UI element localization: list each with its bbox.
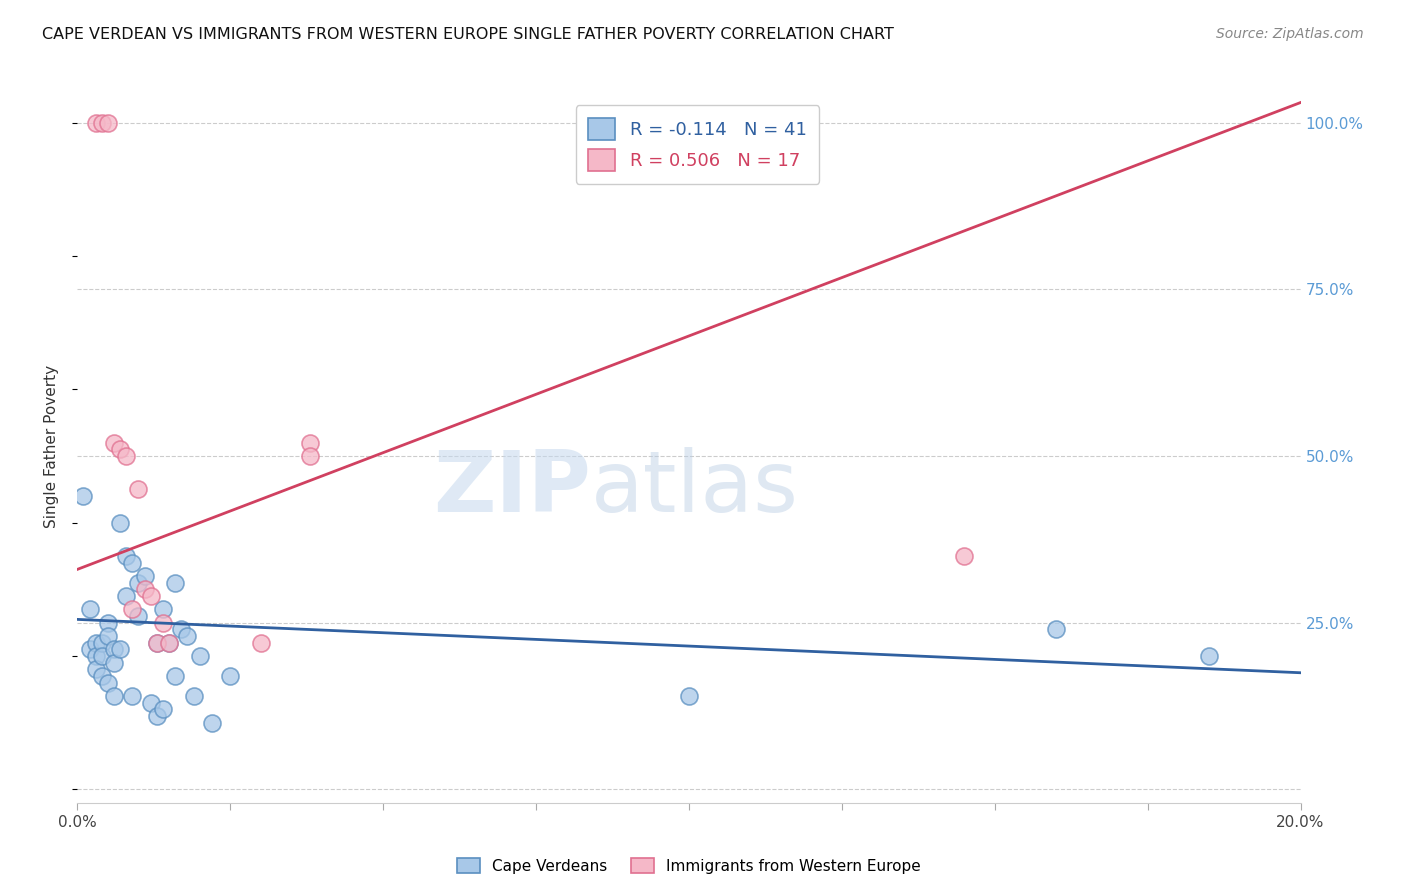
Point bbox=[219, 669, 242, 683]
Text: CAPE VERDEAN VS IMMIGRANTS FROM WESTERN EUROPE SINGLE FATHER POVERTY CORRELATION: CAPE VERDEAN VS IMMIGRANTS FROM WESTERN … bbox=[42, 27, 894, 42]
Point bbox=[128, 575, 150, 590]
Point bbox=[139, 589, 162, 603]
Point bbox=[108, 442, 131, 457]
Point bbox=[90, 669, 112, 683]
Point bbox=[97, 615, 120, 630]
Point bbox=[90, 636, 112, 650]
Point bbox=[115, 549, 138, 563]
Point bbox=[165, 575, 187, 590]
Point bbox=[103, 689, 125, 703]
Point bbox=[103, 656, 125, 670]
Point bbox=[152, 602, 174, 616]
Point bbox=[97, 115, 120, 129]
Point bbox=[115, 449, 138, 463]
Point bbox=[84, 115, 107, 129]
Text: atlas: atlas bbox=[591, 447, 799, 531]
Point bbox=[79, 642, 101, 657]
Point bbox=[97, 629, 120, 643]
Legend: Cape Verdeans, Immigrants from Western Europe: Cape Verdeans, Immigrants from Western E… bbox=[451, 852, 927, 880]
Point bbox=[103, 435, 125, 450]
Point bbox=[170, 623, 193, 637]
Point bbox=[103, 642, 125, 657]
Text: Source: ZipAtlas.com: Source: ZipAtlas.com bbox=[1216, 27, 1364, 41]
Y-axis label: Single Father Poverty: Single Father Poverty bbox=[44, 365, 59, 527]
Point bbox=[121, 602, 143, 616]
Point bbox=[90, 649, 112, 664]
Point bbox=[146, 709, 169, 723]
Point bbox=[115, 589, 138, 603]
Point bbox=[1045, 623, 1067, 637]
Point bbox=[146, 636, 169, 650]
Point bbox=[157, 636, 180, 650]
Point bbox=[90, 115, 112, 129]
Point bbox=[72, 489, 94, 503]
Point bbox=[139, 696, 162, 710]
Point bbox=[201, 715, 224, 730]
Point bbox=[79, 602, 101, 616]
Point bbox=[678, 689, 700, 703]
Point bbox=[121, 556, 143, 570]
Point bbox=[953, 549, 976, 563]
Point bbox=[157, 636, 180, 650]
Point bbox=[183, 689, 205, 703]
Point bbox=[298, 435, 321, 450]
Point bbox=[146, 636, 169, 650]
Point bbox=[97, 675, 120, 690]
Point bbox=[84, 636, 107, 650]
Point bbox=[152, 615, 174, 630]
Point bbox=[108, 516, 131, 530]
Point bbox=[188, 649, 211, 664]
Point bbox=[152, 702, 174, 716]
Point bbox=[298, 449, 321, 463]
Point bbox=[250, 636, 273, 650]
Point bbox=[121, 689, 143, 703]
Point bbox=[1198, 649, 1220, 664]
Point bbox=[134, 569, 156, 583]
Text: ZIP: ZIP bbox=[433, 447, 591, 531]
Point bbox=[128, 609, 150, 624]
Point bbox=[134, 582, 156, 597]
Legend: R = -0.114   N = 41, R = 0.506   N = 17: R = -0.114 N = 41, R = 0.506 N = 17 bbox=[575, 105, 820, 184]
Point bbox=[128, 483, 150, 497]
Point bbox=[108, 642, 131, 657]
Point bbox=[165, 669, 187, 683]
Point bbox=[176, 629, 198, 643]
Point bbox=[84, 662, 107, 676]
Point bbox=[84, 649, 107, 664]
